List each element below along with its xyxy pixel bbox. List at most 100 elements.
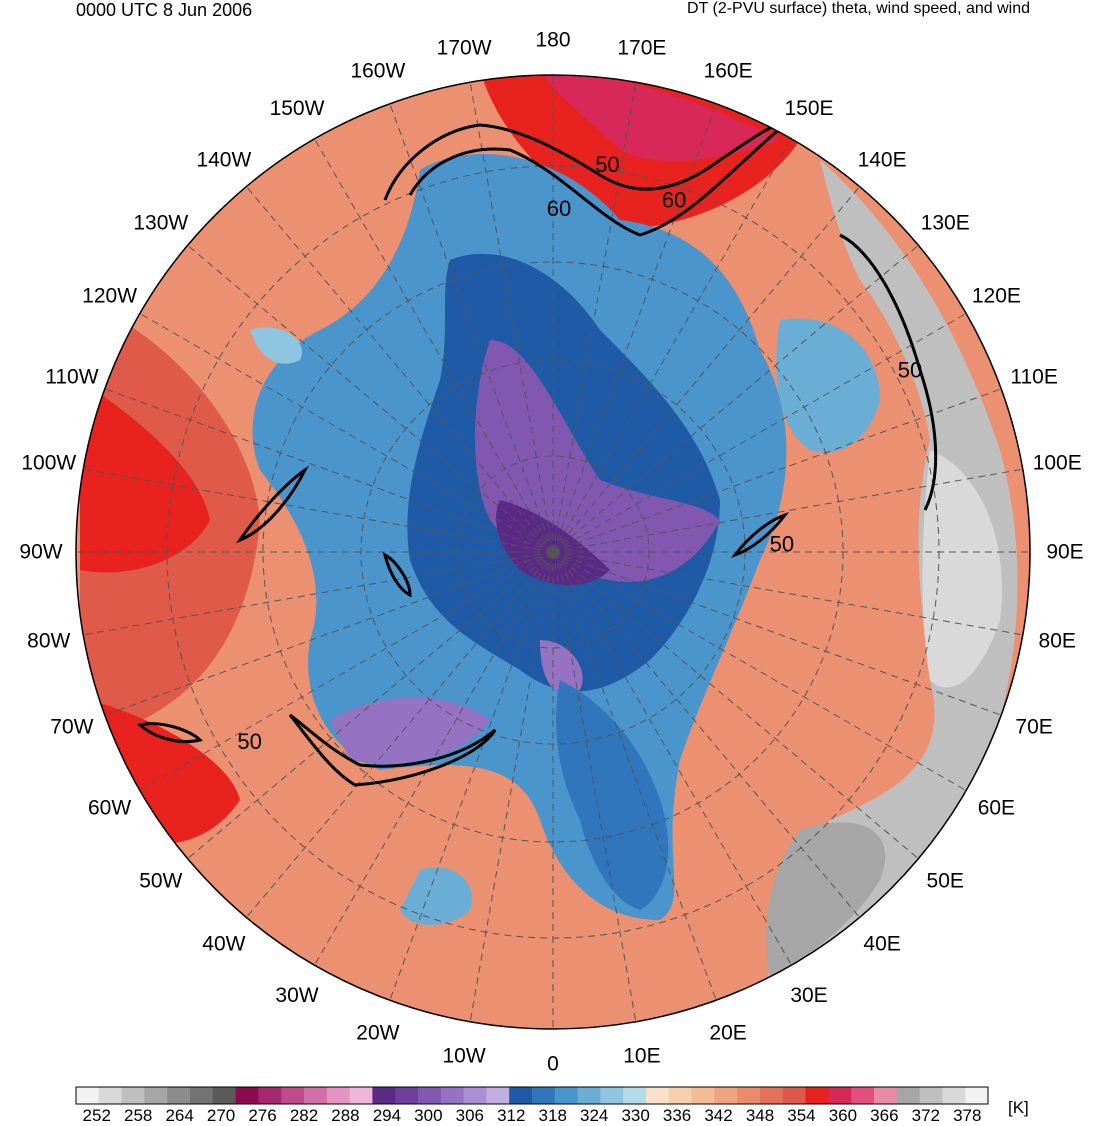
meridian-line: [187, 551, 554, 859]
colorbar-swatch: [714, 1087, 738, 1104]
colorbar-swatch: [281, 1087, 305, 1104]
colorbar-label: 324: [580, 1106, 608, 1125]
meridian-line: [552, 551, 919, 859]
colorbar-swatch: [326, 1087, 351, 1104]
meridian-line: [246, 186, 554, 553]
meridian-label: 180: [535, 29, 570, 52]
meridian-line: [552, 313, 967, 553]
colorbar-swatch: [691, 1087, 715, 1104]
meridian-line: [314, 551, 554, 966]
wind-speed-contour-labels: 50 60 60 50 50 50: [237, 152, 922, 754]
meridian-label: 100W: [21, 452, 76, 475]
colorbar-swatch: [782, 1087, 807, 1104]
colorbar-swatch: [554, 1087, 579, 1104]
meridian-label: 160E: [704, 59, 753, 82]
colorbar-label: 294: [373, 1106, 401, 1125]
meridian-label: 150E: [784, 97, 833, 120]
colorbar-swatch: [167, 1087, 191, 1104]
colorbar-swatch: [600, 1087, 624, 1104]
meridian-label: 10E: [623, 1045, 660, 1068]
meridian-line: [552, 468, 1023, 553]
colorbar-swatch: [190, 1087, 214, 1104]
colorbar-swatch: [486, 1087, 510, 1104]
meridian-label: 50E: [927, 870, 964, 893]
colorbar-swatch: [668, 1087, 693, 1104]
colorbar-label: 348: [746, 1106, 774, 1125]
colorbar-swatch: [577, 1087, 601, 1104]
colorbar-frame: [75, 1086, 989, 1105]
map-boundary: [75, 74, 1031, 1030]
colorbar-label: 330: [621, 1106, 649, 1125]
colorbar-label: 366: [870, 1106, 898, 1125]
meridian-line: [314, 138, 554, 553]
meridian-label: 20E: [709, 1022, 746, 1045]
meridian-line: [552, 82, 637, 553]
meridian-label: 30E: [790, 984, 827, 1007]
colorbar-unit: [K]: [1008, 1098, 1029, 1117]
colorbar-swatch: [258, 1087, 282, 1104]
colorbar-swatch: [76, 1087, 100, 1104]
meridian-label: 30W: [275, 984, 318, 1007]
contour-label: 50: [237, 729, 261, 754]
meridian-labels: 180 170E 160E 150E 140E 130E 120E 110E 100E 90E 80…: [19, 29, 1083, 1076]
colorbar-label: 378: [953, 1106, 981, 1125]
meridian-line: [552, 551, 717, 1001]
meridian-label: 60E: [978, 797, 1015, 820]
colorbar-label: 288: [331, 1106, 359, 1125]
colorbar-label: 336: [663, 1106, 691, 1125]
meridian-label: 90W: [19, 541, 62, 564]
meridian-line: [139, 313, 554, 553]
meridian-label: 150W: [270, 97, 325, 120]
meridian-line: [469, 551, 554, 1022]
colorbar-swatch: [509, 1087, 533, 1104]
meridian-line: [552, 186, 860, 553]
meridian-line: [187, 245, 554, 553]
meridian-label: 50W: [139, 870, 182, 893]
contour-label: 60: [662, 188, 686, 213]
meridian-line: [552, 388, 1002, 553]
colorbar-label: 360: [829, 1106, 857, 1125]
colorbar-swatch: [304, 1087, 328, 1104]
meridian-line: [83, 468, 554, 553]
colorbar-swatch: [532, 1087, 556, 1104]
colorbar-swatch: [440, 1087, 465, 1104]
contour-label: 50: [898, 358, 922, 383]
meridian-line: [552, 551, 792, 966]
meridian-line: [552, 138, 792, 553]
colorbar-label: 312: [497, 1106, 525, 1125]
meridian-label: 170E: [617, 36, 666, 59]
meridian-line: [552, 551, 860, 918]
field-title: DT (2-PVU surface) theta, wind speed, an…: [687, 0, 1030, 17]
meridian-label: 40W: [202, 933, 245, 956]
colorbar-swatch: [463, 1087, 487, 1104]
meridian-label: 0: [547, 1053, 559, 1076]
colorbar-swatch: [372, 1087, 396, 1104]
colorbar-swatch: [965, 1087, 989, 1104]
meridian-label: 110E: [1010, 365, 1058, 388]
meridian-line: [104, 551, 554, 716]
colorbar-swatch: [805, 1087, 829, 1104]
meridian-label: 170W: [437, 36, 492, 59]
colorbar-label: 252: [83, 1106, 111, 1125]
colorbar-swatch: [896, 1087, 921, 1104]
contour-label: 50: [595, 152, 619, 177]
colorbar: 252 258 264 270 276 282 288 294 300 306 312 318 324 3…: [75, 1086, 989, 1125]
meridian-label: 70E: [1015, 716, 1052, 739]
colorbar-label: 306: [456, 1106, 484, 1125]
meridian-label: 130W: [133, 211, 188, 234]
meridian-label: 140E: [858, 148, 907, 171]
meridian-label: 140W: [196, 148, 251, 171]
colorbar-swatch: [942, 1087, 966, 1104]
meridian-label: 70W: [50, 716, 93, 739]
meridian-label: 90E: [1046, 541, 1083, 564]
contour-label: 60: [547, 196, 571, 221]
meridian-label: 130E: [921, 211, 970, 234]
meridian-label: 80E: [1039, 629, 1076, 652]
meridian-line: [469, 82, 554, 553]
valid-time: 0000 UTC 8 Jun 2006: [76, 0, 253, 20]
meridian-line: [389, 103, 554, 553]
colorbar-swatch: [828, 1087, 852, 1104]
meridian-label: 120E: [972, 285, 1021, 308]
meridian-label: 40E: [863, 933, 900, 956]
colorbar-label: 270: [207, 1106, 235, 1125]
